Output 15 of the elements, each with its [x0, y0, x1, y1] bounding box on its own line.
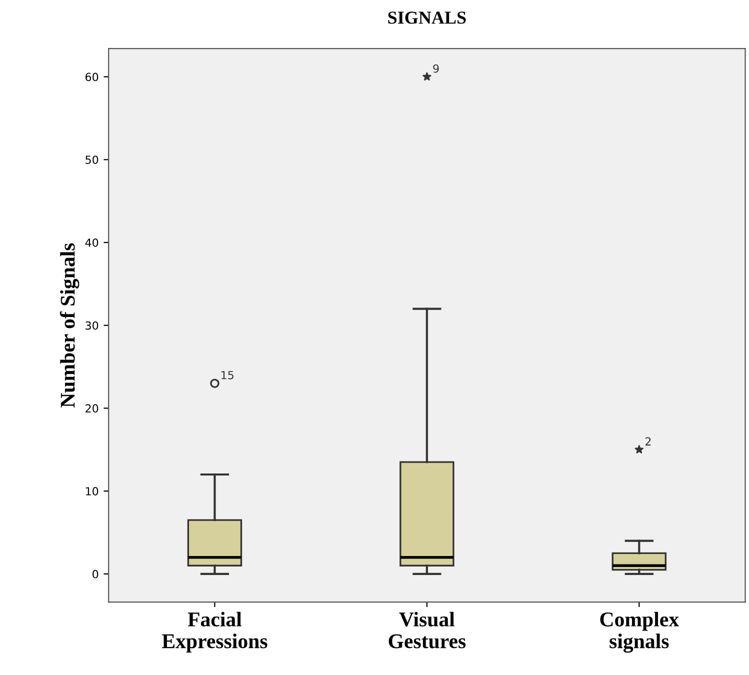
y-tick-label: 60 — [86, 72, 98, 82]
x-tick-label: Facial Expressions — [162, 612, 268, 652]
y-tick-label: 10 — [86, 487, 98, 496]
x-tick-label: Complex signals — [600, 612, 679, 653]
y-tick-label: 20 — [86, 404, 98, 413]
annotation: 15 — [221, 371, 234, 380]
y-tick-label: 40 — [85, 238, 98, 247]
y-tick-label: 0 — [92, 570, 98, 578]
chart-title: SIGNALS — [388, 12, 466, 24]
annotation: 9 — [433, 64, 439, 73]
x-tick-label: Visual Gestures — [388, 612, 466, 648]
y-axis-title: Number of Signals — [60, 243, 80, 408]
y-tick-label: 50 — [86, 156, 98, 164]
y-tick-label: 30 — [86, 321, 98, 330]
annotation: 2 — [646, 437, 651, 446]
